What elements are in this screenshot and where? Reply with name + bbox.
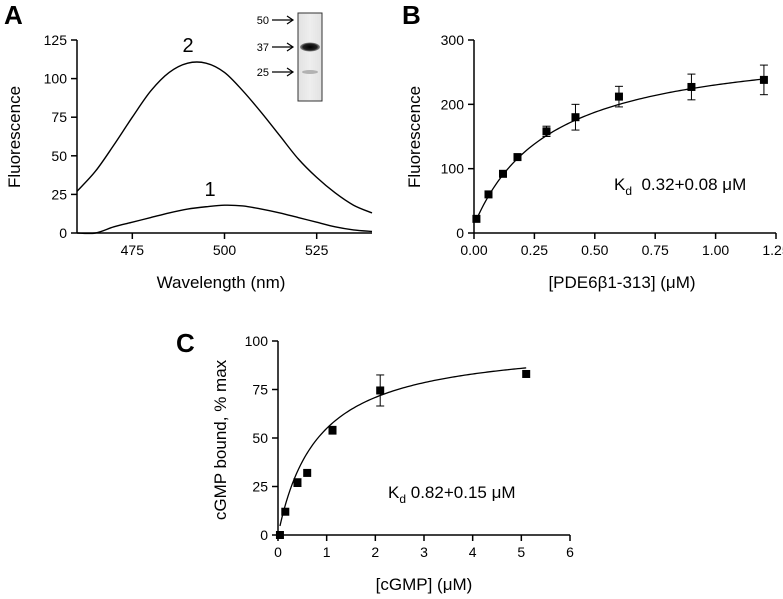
panel-b-y-ticks: 0 100 200 300: [441, 32, 474, 241]
panel-a-series: [76, 61, 373, 235]
panel-b-data-point: [687, 82, 696, 91]
panel-a-series-line-2: [76, 61, 373, 214]
gel-lane: [297, 12, 323, 102]
panel-a-x-tick-label: 475: [121, 242, 145, 258]
panel-c-data-point: [281, 507, 290, 516]
panel-c-x-tick-label: 4: [469, 544, 477, 560]
panel-a-y-tick-label: 0: [59, 225, 67, 241]
panel-c-data-point: [303, 468, 312, 477]
panel-b-data-point: [759, 75, 768, 84]
gel-marker-arrows: [272, 15, 295, 77]
panel-b-kd-annotation: Kd 0.32+0.08 μM: [614, 175, 746, 198]
panel-c-fit-line: [279, 367, 527, 527]
panel-a: A 0 25 50 75 100 125 475 500 525 2 1 Fluorescen…: [4, 0, 373, 292]
panel-a-y-tick-label: 75: [51, 109, 67, 125]
gel-band-25: [302, 70, 318, 74]
panel-c: C 0 25 50 75 100 0 1 2 3 4 5 6 cGMP bound, % max […: [176, 328, 574, 594]
panel-a-xlabel: Wavelength (nm): [157, 273, 286, 292]
panel-c-y-tick-label: 50: [252, 430, 268, 446]
panel-b-data-point: [498, 169, 507, 178]
panel-a-x-tick-label: 500: [213, 242, 237, 258]
panel-a-axes: [76, 40, 372, 234]
panel-c-label: C: [176, 328, 195, 358]
panel-a-x-ticks: 475 500 525: [121, 233, 329, 258]
panel-b-x-tick-label: 0.25: [521, 242, 548, 258]
panel-c-y-tick-label: 25: [252, 479, 268, 495]
panel-c-x-tick-label: 2: [371, 544, 379, 560]
panel-b-fit-line: [475, 78, 764, 220]
panel-c-x-tick-label: 0: [274, 544, 282, 560]
panel-a-series-label-2: 2: [182, 35, 193, 57]
panel-b-xlabel: [PDE6β1-313] (μM): [548, 273, 695, 292]
panel-c-data-point: [293, 478, 302, 487]
panel-b-x-ticks: 0.00 0.25 0.50 0.75 1.00 1.25: [460, 233, 783, 258]
panel-b-data-point: [513, 153, 522, 162]
panel-c-x-tick-label: 6: [566, 544, 574, 560]
panel-b-y-tick-label: 300: [441, 32, 465, 48]
panel-b-label: B: [402, 0, 421, 30]
panel-b-x-tick-label: 1.25: [762, 242, 783, 258]
panel-b-data-point: [472, 214, 481, 223]
panel-b-fit-curve: [475, 78, 764, 220]
panel-b-y-tick-label: 200: [441, 96, 465, 112]
panel-b: B 0 100 200 300 0.00 0.25 0.50 0.75 1.00 1.25 Fl…: [402, 0, 783, 292]
panel-b-data-point: [571, 113, 580, 122]
panel-a-y-tick-label: 25: [51, 186, 67, 202]
panel-a-x-tick-label: 525: [305, 242, 329, 258]
panel-c-data-point: [328, 426, 337, 435]
panel-a-y-tick-label: 100: [44, 71, 68, 87]
gel-marker-50: 50: [257, 15, 269, 27]
panel-a-series-line-1: [76, 204, 373, 235]
panel-a-ylabel: Fluorescence: [5, 86, 24, 188]
panel-c-xlabel: [cGMP] (μM): [376, 575, 473, 594]
panel-b-y-tick-label: 100: [441, 161, 465, 177]
gel-band-37: [300, 42, 320, 52]
panel-b-data-point: [614, 92, 623, 101]
panel-a-y-tick-label: 50: [51, 148, 67, 164]
panel-b-points: [472, 64, 768, 223]
panel-b-data-point: [542, 127, 551, 136]
panel-b-x-tick-label: 1.00: [702, 242, 729, 258]
panel-b-x-tick-label: 0.75: [642, 242, 669, 258]
panel-c-y-tick-label: 0: [260, 527, 268, 543]
panel-c-data-point: [522, 369, 531, 378]
panel-c-y-tick-label: 100: [245, 333, 269, 349]
panel-c-kd-annotation: Kd 0.82+0.15 μM: [388, 483, 516, 506]
panel-c-x-tick-label: 5: [517, 544, 525, 560]
panel-b-data-point: [484, 190, 493, 199]
panel-a-y-tick-label: 125: [44, 32, 68, 48]
panel-a-label: A: [4, 0, 23, 30]
panel-c-x-tick-label: 1: [323, 544, 331, 560]
panel-c-data-point: [376, 386, 385, 395]
gel-inset: 50 37 25: [257, 12, 323, 102]
panel-b-x-tick-label: 0.00: [460, 242, 487, 258]
panel-a-y-ticks: 0 25 50 75 100 125: [44, 32, 77, 241]
panel-c-points: [275, 369, 531, 539]
panel-c-data-point: [275, 531, 284, 539]
gel-marker-37: 37: [257, 42, 269, 54]
panel-c-ylabel: cGMP bound, % max: [211, 359, 230, 520]
panel-c-y-tick-label: 75: [252, 382, 268, 398]
panel-c-x-ticks: 0 1 2 3 4 5 6: [274, 535, 574, 560]
panel-b-ylabel: Fluorescence: [405, 86, 424, 188]
gel-marker-25: 25: [257, 67, 269, 79]
panel-c-y-ticks: 0 25 50 75 100: [245, 333, 278, 543]
panel-b-y-tick-label: 0: [456, 225, 464, 241]
panel-a-series-label-1: 1: [204, 179, 215, 201]
panel-c-fit-curve: [279, 367, 527, 527]
panel-c-x-tick-label: 3: [420, 544, 428, 560]
panel-b-x-tick-label: 0.50: [581, 242, 608, 258]
